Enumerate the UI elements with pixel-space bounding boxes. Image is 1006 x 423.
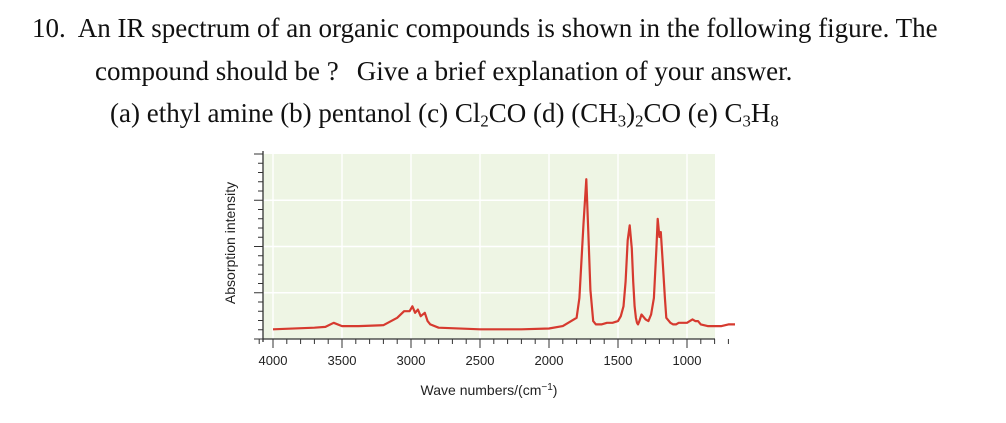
ir-spectrum-figure: 4000350030002500200015001000500 Absorpti… (215, 145, 771, 405)
x-tick-label: 3500 (328, 353, 357, 368)
x-tick-label: 2500 (466, 353, 495, 368)
ir-spectrum-chart: 4000350030002500200015001000500 Absorpti… (222, 151, 771, 398)
question-line-2: compound should be ? Give a brief explana… (95, 58, 792, 85)
x-tick-label: 2000 (535, 353, 564, 368)
question-number: 10. (32, 13, 66, 43)
question-text-line1: An IR spectrum of an organic compounds i… (77, 13, 938, 43)
question-instruction: Give a brief explanation of your answer. (356, 56, 793, 86)
y-axis-label: Absorption intensity (222, 182, 238, 304)
x-tick-label: 4000 (259, 353, 288, 368)
option-d: (d) (CH3)2CO (533, 98, 682, 131)
answer-options: (a) ethyl amine (b) pentanol (c) Cl2CO (… (110, 98, 779, 131)
question-line-1: 10. An IR spectrum of an organic compoun… (32, 15, 938, 42)
spectrum-line (272, 178, 767, 331)
option-b: (b) pentanol (280, 98, 412, 128)
x-axis-label: Wave numbers/(cm−1) (421, 382, 558, 398)
x-tick-label: 3000 (397, 353, 426, 368)
option-e: (e) C3H8 (687, 98, 779, 131)
y-axis (254, 151, 264, 342)
option-a: (a) ethyl amine (110, 98, 274, 128)
x-axis: 4000350030002500200015001000500 (259, 338, 771, 368)
option-c: (c) Cl2CO (418, 98, 527, 131)
question-prompt: compound should be ? (95, 56, 339, 86)
x-tick-label: 1500 (604, 353, 633, 368)
x-tick-label: 1000 (673, 353, 702, 368)
